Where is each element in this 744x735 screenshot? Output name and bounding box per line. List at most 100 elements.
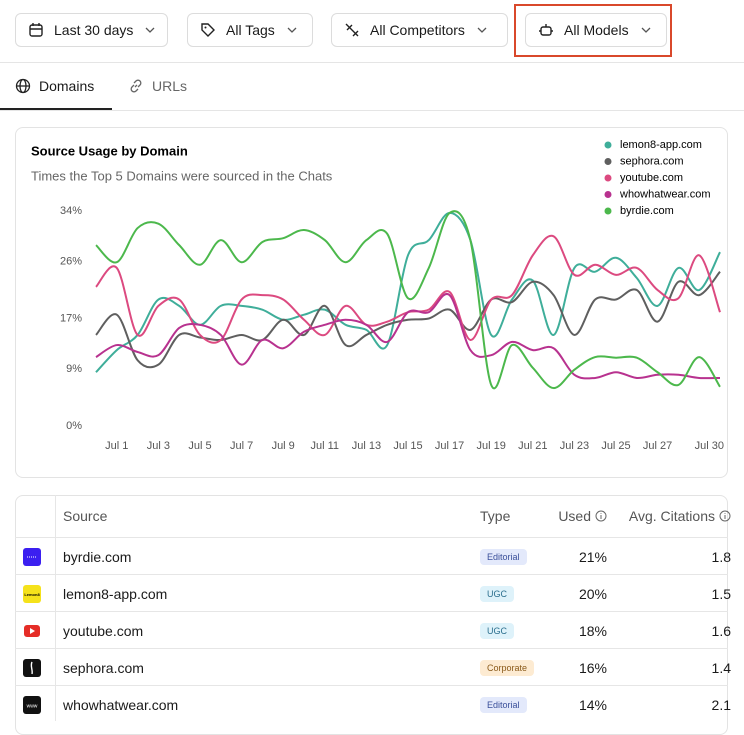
citation-value: 1.6 (711, 622, 731, 639)
svg-text:www: www (27, 703, 38, 709)
y-tick-label: 0% (66, 420, 82, 432)
type-badge: Corporate (480, 659, 535, 676)
logo (23, 547, 41, 566)
tab-domains[interactable]: Domains (15, 78, 94, 94)
citation-value: 1.5 (711, 585, 731, 602)
source-icon: www (23, 695, 41, 714)
x-tick-label: Jul 27 (643, 440, 672, 452)
used-value: 14% (578, 696, 607, 713)
highlight-box (514, 4, 672, 57)
source-icon (23, 622, 41, 640)
x-tick-label: Jul 30 (695, 440, 724, 452)
tab-label: Domains (39, 78, 95, 94)
header-cell: Avg. Citations (629, 508, 731, 524)
header-cell: Source (63, 508, 107, 524)
chart: Source Usage by Domain Times the Top 5 D… (31, 139, 724, 452)
legend-swatch (604, 191, 612, 198)
legend-label: whowhatwear.com (619, 188, 711, 200)
source-name: byrdie.com (63, 548, 132, 565)
svg-text:Lemon8: Lemon8 (24, 592, 40, 597)
x-tick-label: Jul 1 (105, 440, 128, 452)
chart-title: Source Usage by Domain (31, 143, 188, 158)
legend-swatch (604, 207, 612, 215)
table-row: youtube.com UGC 18% 1.6 (15, 611, 731, 649)
source-icon (23, 547, 41, 566)
series-line (95, 271, 721, 369)
x-tick-label: Jul 13 (352, 440, 381, 452)
table-row: byrdie.com Editorial 21% 1.8 (15, 537, 731, 575)
citation-value: 1.4 (711, 659, 731, 676)
series-line (95, 292, 721, 380)
series-line (95, 234, 721, 344)
table-row: www whowhatwear.com Editorial 14% 2.1 (15, 685, 731, 723)
filter-label: Last 30 days (54, 22, 134, 38)
used-value: 18% (578, 622, 607, 639)
legend-swatch (604, 158, 612, 165)
citation-value: 1.8 (711, 548, 731, 565)
source-icon: Lemon8 (23, 584, 41, 603)
divider (0, 62, 744, 63)
legend-label: lemon8-app.com (620, 139, 702, 151)
chart-subtitle: Times the Top 5 Domains were sourced in … (31, 168, 333, 183)
used-value: 21% (578, 548, 607, 565)
source-icon (23, 658, 41, 677)
x-tick-label: Jul 25 (601, 440, 630, 452)
citation-value: 2.1 (711, 696, 731, 713)
legend-label: byrdie.com (620, 205, 674, 217)
legend-swatch (604, 174, 612, 182)
x-tick-label: Jul 7 (230, 440, 253, 452)
used-value: 20% (578, 585, 607, 602)
x-tick-label: Jul 11 (311, 440, 340, 452)
x-tick-label: Jul 23 (560, 440, 589, 452)
x-tick-label: Jul 5 (188, 440, 211, 452)
divider (0, 110, 744, 111)
x-tick-label: Jul 17 (435, 440, 464, 452)
logo: Lemon8 (23, 584, 41, 603)
header-label: Source (63, 508, 108, 524)
y-tick-label: 17% (60, 312, 82, 324)
header-cell: Used (558, 508, 607, 524)
logo (23, 658, 41, 677)
y-tick-label: 9% (66, 363, 82, 375)
used-value: 16% (578, 659, 607, 676)
column-divider (55, 495, 56, 721)
x-tick-label: Jul 9 (272, 440, 295, 452)
tab-urls[interactable]: URLs (128, 78, 187, 94)
chart-card (15, 127, 728, 478)
date-filter[interactable]: Last 30 days (15, 13, 168, 47)
model-filter[interactable]: All Models (525, 13, 667, 47)
table-row: Lemon8 lemon8-app.com UGC 20% 1.5 (15, 574, 731, 612)
header-label: Type (480, 508, 511, 524)
table-header: Source Type Used Avg. Citations (15, 495, 731, 537)
x-tick-label: Jul 21 (518, 440, 547, 452)
tab-label: URLs (152, 78, 188, 94)
competitor-filter[interactable]: All Competitors (331, 13, 508, 47)
legend-label: youtube.com (620, 172, 683, 184)
tab-underline (0, 108, 112, 110)
table-row: sephora.com Corporate 16% 1.4 (15, 648, 731, 686)
filter-label: All Models (564, 22, 629, 38)
source-name: lemon8-app.com (63, 585, 168, 602)
y-tick-label: 34% (60, 205, 82, 217)
header-cell: Type (480, 508, 510, 524)
type-badge: Editorial (480, 548, 527, 565)
type-badge: UGC (480, 622, 514, 639)
logo: www (23, 695, 41, 714)
source-name: sephora.com (63, 659, 144, 676)
x-tick-label: Jul 3 (147, 440, 170, 452)
source-name: whowhatwear.com (63, 696, 179, 713)
legend-swatch (604, 141, 612, 149)
header-label: Avg. Citations (628, 508, 715, 524)
filter-label: All Tags (226, 22, 275, 38)
source-name: youtube.com (63, 622, 144, 639)
tag-filter[interactable]: All Tags (187, 13, 313, 47)
y-tick-label: 26% (60, 255, 82, 267)
x-tick-label: Jul 19 (477, 440, 506, 452)
series-line (95, 210, 721, 390)
x-tick-label: Jul 15 (393, 440, 422, 452)
type-badge: Editorial (480, 696, 527, 713)
legend-label: sephora.com (620, 155, 684, 167)
header-label: Used (558, 508, 591, 524)
filter-label: All Competitors (370, 22, 465, 38)
